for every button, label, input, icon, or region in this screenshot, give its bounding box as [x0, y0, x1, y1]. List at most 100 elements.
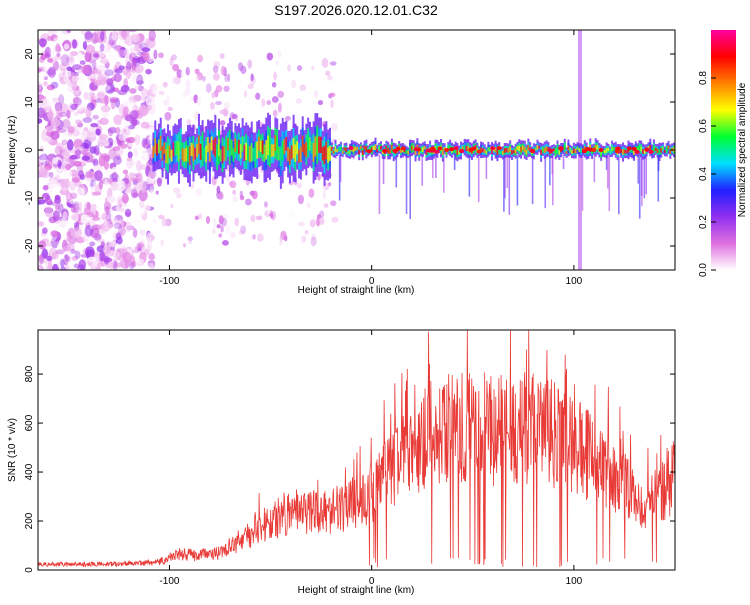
noise-blob	[109, 98, 119, 104]
ridge-cell	[168, 145, 171, 158]
noise-blob	[85, 107, 92, 119]
ridge-cell	[207, 137, 210, 153]
noise-blob	[127, 142, 134, 147]
streak	[549, 154, 551, 186]
ridge-cell	[327, 147, 330, 163]
noise-blob	[135, 258, 145, 265]
noise-blob	[250, 73, 254, 82]
ridge-cell	[336, 148, 339, 153]
ridge-cell	[556, 146, 559, 152]
streak	[504, 154, 506, 199]
noise-blob	[277, 102, 282, 113]
noise-blob	[107, 127, 118, 134]
ridge-cell	[187, 145, 190, 163]
spectrogram-y-axis-label: Frequency (Hz)	[7, 116, 18, 185]
ridge-cell	[321, 146, 324, 161]
noise-blob	[273, 71, 277, 81]
noise-blob	[141, 97, 147, 102]
ridge-peak	[348, 146, 354, 151]
noise-blob	[128, 172, 135, 180]
noise-blob	[46, 111, 54, 119]
noise-blob	[84, 201, 91, 214]
noise-blob	[124, 178, 132, 188]
snr-series-line	[38, 330, 675, 568]
ridge-cell	[571, 150, 574, 154]
noise-blob	[38, 85, 43, 96]
snr-x-tick-label: 0	[369, 576, 375, 587]
noise-blob	[66, 109, 71, 119]
snr-x-tick-label: 100	[566, 576, 583, 587]
noise-blob	[113, 222, 122, 230]
noise-blob	[308, 188, 315, 198]
ridge-cell	[505, 148, 508, 153]
noise-blob	[211, 92, 216, 99]
noise-blob	[293, 111, 299, 121]
noise-blob	[51, 263, 60, 270]
ridge-cell	[197, 135, 200, 154]
ridge-cell	[268, 137, 271, 158]
ridge-cell	[605, 147, 608, 153]
noise-blob	[277, 50, 282, 59]
noise-blob	[46, 68, 56, 76]
ridge-cell	[578, 147, 581, 152]
ridge-cell	[356, 146, 359, 151]
ridge-cell	[525, 149, 528, 155]
ridge-cell	[503, 148, 506, 153]
noise-blob	[146, 244, 151, 254]
ridge-cell	[399, 148, 402, 154]
snr-y-tick-label: 400	[24, 463, 35, 480]
ridge-cell	[196, 143, 199, 158]
noise-blob	[223, 85, 230, 92]
noise-blob	[127, 30, 138, 33]
ridge-cell	[587, 151, 590, 155]
ridge-cell	[436, 146, 439, 152]
noise-blob	[261, 98, 266, 107]
noise-blob	[106, 78, 114, 86]
ridge-cell	[410, 145, 413, 151]
noise-blob	[244, 102, 251, 108]
ridge-cell	[256, 141, 259, 159]
noise-blob	[38, 154, 49, 161]
noise-blob	[180, 71, 184, 77]
noise-blob	[44, 52, 52, 58]
ridge-cell	[181, 148, 184, 161]
noise-blob	[55, 249, 65, 255]
noise-blob	[92, 158, 99, 167]
noise-blob	[91, 216, 100, 221]
noise-blob	[43, 64, 50, 72]
ridge-cell	[194, 147, 197, 160]
noise-blob	[238, 230, 246, 235]
ridge-cell	[305, 141, 308, 158]
ridge-cell	[232, 148, 235, 162]
noise-blob	[194, 215, 200, 220]
noise-blob	[95, 128, 101, 136]
noise-blob	[317, 173, 321, 181]
noise-blob	[173, 187, 181, 194]
ridge-cell	[607, 147, 610, 152]
ridge-cell	[252, 147, 255, 162]
noise-blob	[126, 156, 133, 162]
ridge-cell	[314, 136, 317, 157]
noise-blob	[175, 193, 182, 199]
noise-blob	[38, 161, 44, 168]
streak	[657, 154, 660, 172]
noise-blob	[138, 189, 148, 202]
noise-blob	[152, 84, 160, 90]
ridge-cell	[334, 146, 337, 152]
ridge-cell	[480, 147, 483, 153]
noise-blob	[309, 219, 316, 228]
noise-blob	[249, 235, 254, 241]
ridge-cell	[290, 145, 293, 160]
noise-blob	[56, 242, 64, 255]
noise-blob	[135, 66, 140, 75]
noise-blob	[100, 98, 105, 104]
noise-blob	[55, 174, 61, 186]
ridge-peak	[490, 146, 496, 151]
noise-blob	[89, 146, 97, 154]
noise-blob	[72, 39, 77, 49]
snr-x-tick-label: -100	[159, 576, 179, 587]
ridge-cell	[332, 150, 335, 154]
noise-blob	[329, 61, 337, 66]
noise-blob	[113, 114, 123, 126]
